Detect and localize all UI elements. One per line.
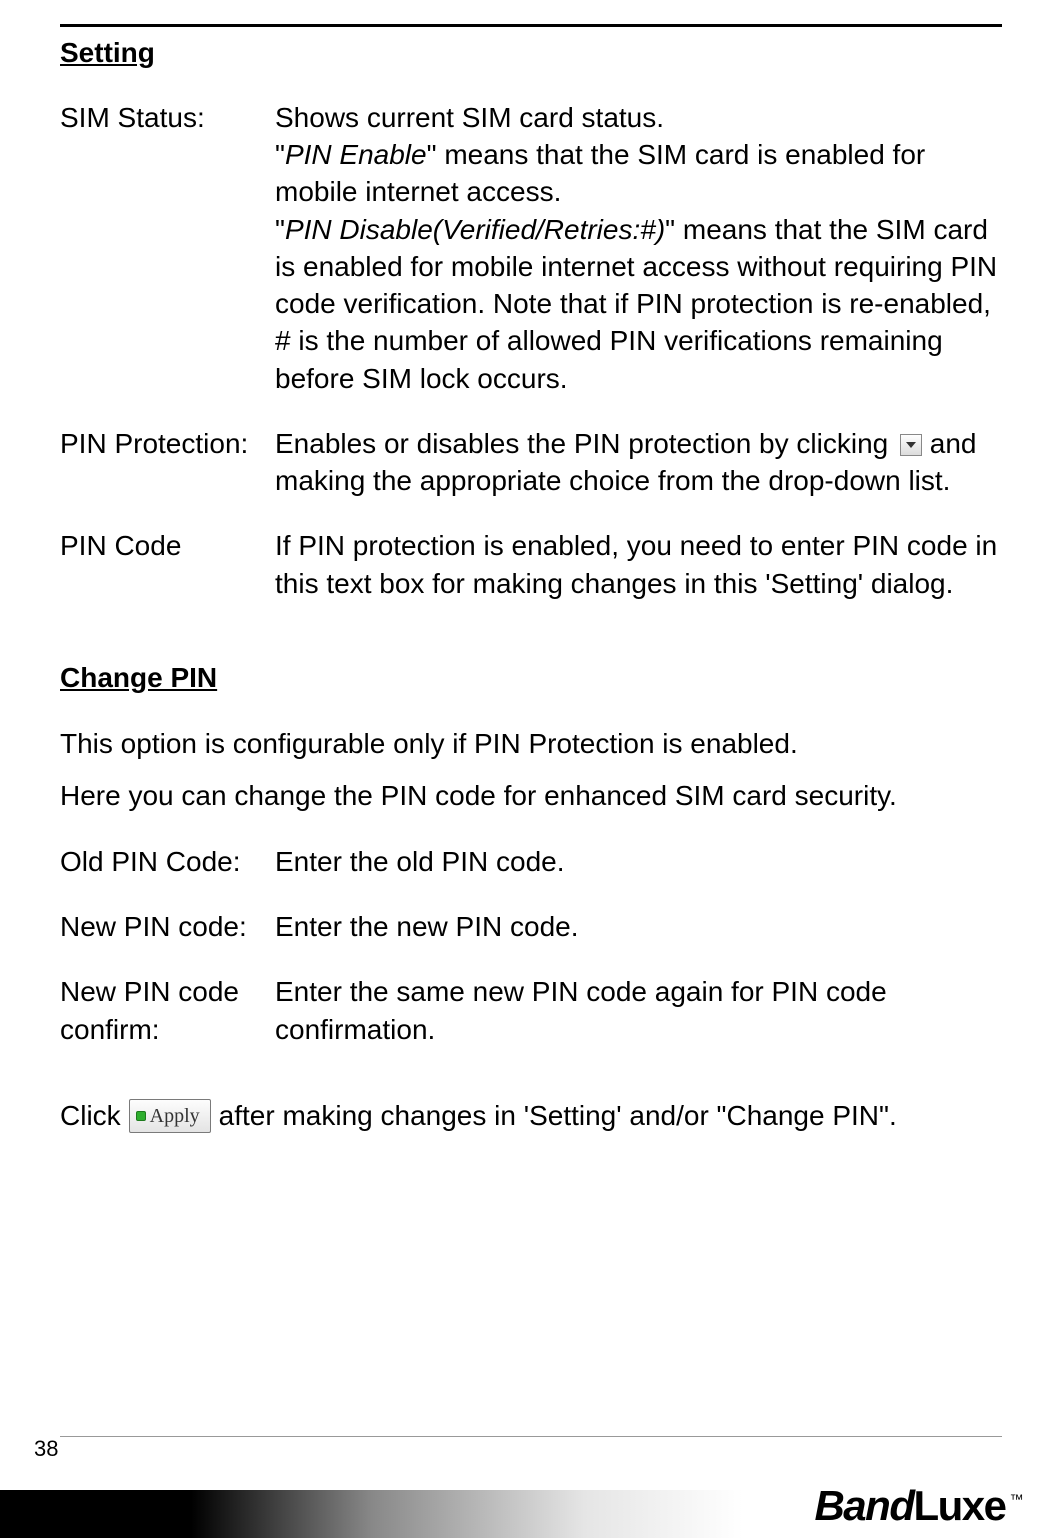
page-footer: 38 BandLuxe ™ (0, 1466, 1062, 1538)
desc-old-pin: Enter the old PIN code. (275, 843, 1002, 880)
definition-row: PIN Protection: Enables or disables the … (60, 425, 1002, 499)
dropdown-icon[interactable] (900, 434, 922, 456)
term-pin-code: PIN Code (60, 527, 275, 564)
click-suffix: after making changes in 'Setting' and/or… (219, 1096, 897, 1135)
desc-pin-protection: Enables or disables the PIN protection b… (275, 425, 1002, 499)
desc-sim-status: Shows current SIM card status."PIN Enabl… (275, 99, 1002, 397)
chevron-down-icon (906, 442, 916, 448)
definition-row: New PIN code confirm: Enter the same new… (60, 973, 1002, 1047)
term-sim-status: SIM Status: (60, 99, 275, 136)
page-number: 38 (34, 1436, 58, 1462)
term-new-pin-confirm: New PIN code confirm: (60, 973, 275, 1047)
brand-logo: BandLuxe ™ (814, 1482, 1022, 1530)
definition-row: Old PIN Code: Enter the old PIN code. (60, 843, 1002, 880)
desc-new-pin-confirm: Enter the same new PIN code again for PI… (275, 973, 1002, 1047)
brand-name: BandLuxe (814, 1482, 1005, 1530)
term-pin-protection: PIN Protection: (60, 425, 275, 462)
desc-new-pin: Enter the new PIN code. (275, 908, 1002, 945)
click-prefix: Click (60, 1096, 121, 1135)
apply-button-label: Apply (150, 1102, 200, 1130)
document-page: Setting SIM Status: Shows current SIM ca… (0, 0, 1062, 1538)
desc-pin-code: If PIN protection is enabled, you need t… (275, 527, 1002, 601)
apply-dot-icon (136, 1111, 146, 1121)
term-new-pin: New PIN code: (60, 908, 275, 945)
apply-instruction: Click Apply after making changes in 'Set… (60, 1096, 1002, 1135)
desc-text: Enables or disables the PIN protection b… (275, 428, 888, 459)
definition-row: New PIN code: Enter the new PIN code. (60, 908, 1002, 945)
footer-rule (60, 1436, 1002, 1437)
definition-row: PIN Code If PIN protection is enabled, y… (60, 527, 1002, 601)
setting-heading: Setting (60, 37, 1002, 69)
trademark-symbol: ™ (1010, 1491, 1023, 1507)
intro-paragraph: This option is configurable only if PIN … (60, 724, 1002, 765)
change-pin-heading: Change PIN (60, 662, 1002, 694)
intro-paragraph: Here you can change the PIN code for enh… (60, 776, 1002, 817)
term-old-pin: Old PIN Code: (60, 843, 275, 880)
definition-row: SIM Status: Shows current SIM card statu… (60, 99, 1002, 397)
top-rule (60, 24, 1002, 27)
apply-button[interactable]: Apply (129, 1099, 211, 1133)
